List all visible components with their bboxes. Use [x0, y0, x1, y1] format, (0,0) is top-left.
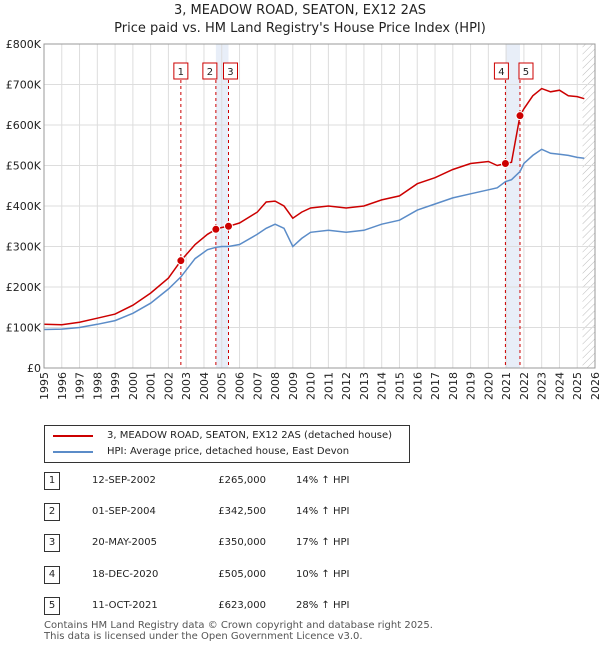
y-tick-label: £100K — [6, 322, 42, 335]
x-tick-label: 2020 — [482, 372, 495, 400]
sale-price: £623,000 — [218, 600, 266, 611]
x-tick-label: 2009 — [287, 372, 300, 400]
svg-text:5: 5 — [523, 67, 529, 78]
x-tick-label: 2000 — [127, 372, 140, 400]
sale-number: 3 — [44, 534, 60, 552]
sale-price: £505,000 — [218, 569, 266, 580]
x-tick-label: 2017 — [429, 372, 442, 400]
chart-title: 3, MEADOW ROAD, SEATON, EX12 2AS Price p… — [0, 2, 600, 38]
x-tick-label: 2010 — [305, 372, 318, 400]
sale-number: 5 — [44, 597, 60, 615]
table-row: 2 01-SEP-2004 £342,500 14% ↑ HPI — [44, 501, 544, 521]
x-tick-label: 2012 — [340, 372, 353, 400]
sale-label-3: 3 — [222, 62, 238, 80]
svg-text:3: 3 — [227, 67, 233, 78]
sale-label-4: 4 — [493, 62, 509, 80]
x-tick-label: 1996 — [56, 372, 69, 400]
x-tick-label: 2002 — [162, 372, 175, 400]
hpi-line — [43, 148, 585, 331]
plot-border — [43, 43, 596, 369]
x-tick-label: 2025 — [571, 372, 584, 400]
y-tick-label: £700K — [6, 79, 42, 92]
x-tick-label: 2014 — [376, 372, 389, 400]
footer-attribution: Contains HM Land Registry data © Crown c… — [44, 620, 433, 642]
x-tick-label: 2022 — [518, 372, 531, 400]
sale-label-1: 1 — [173, 62, 189, 80]
table-row: 4 18-DEC-2020 £505,000 10% ↑ HPI — [44, 564, 544, 584]
x-tick-label: 1997 — [74, 372, 87, 400]
title-line-2: Price paid vs. HM Land Registry's House … — [114, 21, 486, 36]
sale-date: 11-OCT-2021 — [92, 600, 158, 611]
sale-date: 12-SEP-2002 — [92, 475, 156, 486]
legend-swatch-hpi — [53, 451, 93, 453]
sale-hpi-diff: 17% ↑ HPI — [296, 537, 350, 548]
sale-label-2: 2 — [202, 62, 218, 80]
x-tick-label: 2013 — [358, 372, 371, 400]
x-tick-label: 2005 — [216, 372, 229, 400]
sale-hpi-diff: 10% ↑ HPI — [296, 569, 350, 580]
x-tick-label: 1995 — [38, 372, 51, 400]
x-tick-label: 2016 — [411, 372, 424, 400]
sale-label-5: 5 — [518, 62, 534, 80]
table-row: 1 12-SEP-2002 £265,000 14% ↑ HPI — [44, 470, 544, 490]
table-row: 3 20-MAY-2005 £350,000 17% ↑ HPI — [44, 532, 544, 552]
sale-number: 2 — [44, 503, 60, 521]
sale-point — [176, 256, 186, 266]
sale-point — [223, 221, 233, 231]
y-tick-label: £600K — [6, 119, 42, 132]
legend-label-property: 3, MEADOW ROAD, SEATON, EX12 2AS (detach… — [107, 430, 393, 441]
y-tick-label: £800K — [6, 38, 42, 51]
sale-price: £350,000 — [218, 537, 266, 548]
sale-hpi-diff: 14% ↑ HPI — [296, 475, 350, 486]
x-tick-label: 2011 — [322, 372, 335, 400]
sale-date: 01-SEP-2004 — [92, 506, 156, 517]
svg-text:1: 1 — [178, 67, 184, 78]
x-tick-label: 2023 — [536, 372, 549, 400]
x-tick-label: 2026 — [589, 372, 600, 400]
y-tick-label: £0 — [27, 362, 41, 375]
sale-hpi-diff: 14% ↑ HPI — [296, 506, 350, 517]
y-tick-label: £400K — [6, 200, 42, 213]
sale-number: 4 — [44, 566, 60, 584]
x-tick-label: 2006 — [234, 372, 247, 400]
title-line-1: 3, MEADOW ROAD, SEATON, EX12 2AS — [173, 3, 426, 18]
legend-label-hpi: HPI: Average price, detached house, East… — [107, 446, 350, 457]
svg-text:4: 4 — [498, 67, 504, 78]
x-tick-label: 2018 — [447, 372, 460, 400]
x-tick-label: 2003 — [180, 372, 193, 400]
x-tick-label: 2004 — [198, 372, 211, 400]
x-tick-label: 2024 — [553, 372, 566, 400]
sale-point — [500, 158, 510, 168]
table-row: 5 11-OCT-2021 £623,000 28% ↑ HPI — [44, 595, 544, 615]
footer-line-2: This data is licensed under the Open Gov… — [44, 631, 363, 642]
sale-price: £265,000 — [218, 475, 266, 486]
sale-hpi-diff: 28% ↑ HPI — [296, 600, 350, 611]
sale-date: 18-DEC-2020 — [92, 569, 159, 580]
x-tick-label: 2007 — [251, 372, 264, 400]
legend: 3, MEADOW ROAD, SEATON, EX12 2AS (detach… — [44, 425, 410, 463]
y-tick-label: £300K — [6, 241, 42, 254]
x-tick-label: 2001 — [145, 372, 158, 400]
property-price-line — [43, 87, 585, 326]
sale-number: 1 — [44, 472, 60, 490]
sale-date: 20-MAY-2005 — [92, 537, 158, 548]
x-tick-label: 2021 — [500, 372, 513, 400]
x-tick-label: 2015 — [393, 372, 406, 400]
sale-price: £342,500 — [218, 506, 266, 517]
sale-point — [211, 224, 221, 234]
legend-swatch-property — [53, 435, 93, 437]
x-tick-label: 1998 — [91, 372, 104, 400]
svg-text:2: 2 — [207, 67, 213, 78]
y-tick-label: £200K — [6, 281, 42, 294]
sale-point — [515, 111, 525, 121]
x-tick-label: 2008 — [269, 372, 282, 400]
footer-line-1: Contains HM Land Registry data © Crown c… — [44, 620, 433, 631]
x-tick-label: 2019 — [465, 372, 478, 400]
y-tick-label: £500K — [6, 160, 42, 173]
x-tick-label: 1999 — [109, 372, 122, 400]
price-chart: 1 2 3 4 5 £0 £100K £200K £300K £400K £500K £600K £70… — [6, 38, 600, 400]
